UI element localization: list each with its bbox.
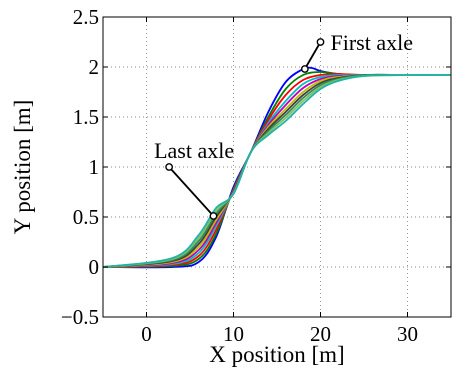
y-tick-label: 2 xyxy=(89,55,100,79)
annotation-marker xyxy=(165,163,174,171)
annotation-marker xyxy=(316,38,325,46)
y-tick-label: 1 xyxy=(89,155,100,179)
series-line xyxy=(102,73,451,268)
series-line xyxy=(102,74,451,268)
series-line xyxy=(102,74,452,268)
y-tick-label: 1.5 xyxy=(73,105,99,129)
series-line xyxy=(102,71,451,268)
annotation-label: First axle xyxy=(331,30,414,55)
annotation-leader xyxy=(304,41,322,70)
x-tick-label: 10 xyxy=(223,322,244,346)
x-tick-label: 30 xyxy=(397,322,418,346)
grid xyxy=(103,16,451,318)
annotation-marker xyxy=(300,65,309,73)
y-tick-label: 2.5 xyxy=(73,5,99,29)
series-line xyxy=(102,73,451,268)
annotation-marker xyxy=(209,212,218,220)
series-line xyxy=(102,73,451,268)
annotation-label: Last axle xyxy=(154,138,234,163)
series-layer xyxy=(102,66,452,269)
y-tick-label: −0.5 xyxy=(61,305,99,329)
y-tick-label: 0 xyxy=(89,255,100,279)
x-tick-label: 0 xyxy=(141,322,152,346)
x-axis-label: X position [m] xyxy=(209,342,344,367)
series-line xyxy=(102,74,452,268)
ticks-layer: 0 10 20 30 −0.5 0 0.5 1 1.5 2 2.5 xyxy=(61,5,451,346)
annotations-layer: First axle Last axle xyxy=(154,30,414,220)
x-tick-label: 20 xyxy=(310,322,331,346)
series-line xyxy=(102,73,451,268)
y-tick-label: 0.5 xyxy=(73,205,99,229)
y-axis-label: Y position [m] xyxy=(10,100,35,235)
annotation-leader xyxy=(168,166,215,217)
